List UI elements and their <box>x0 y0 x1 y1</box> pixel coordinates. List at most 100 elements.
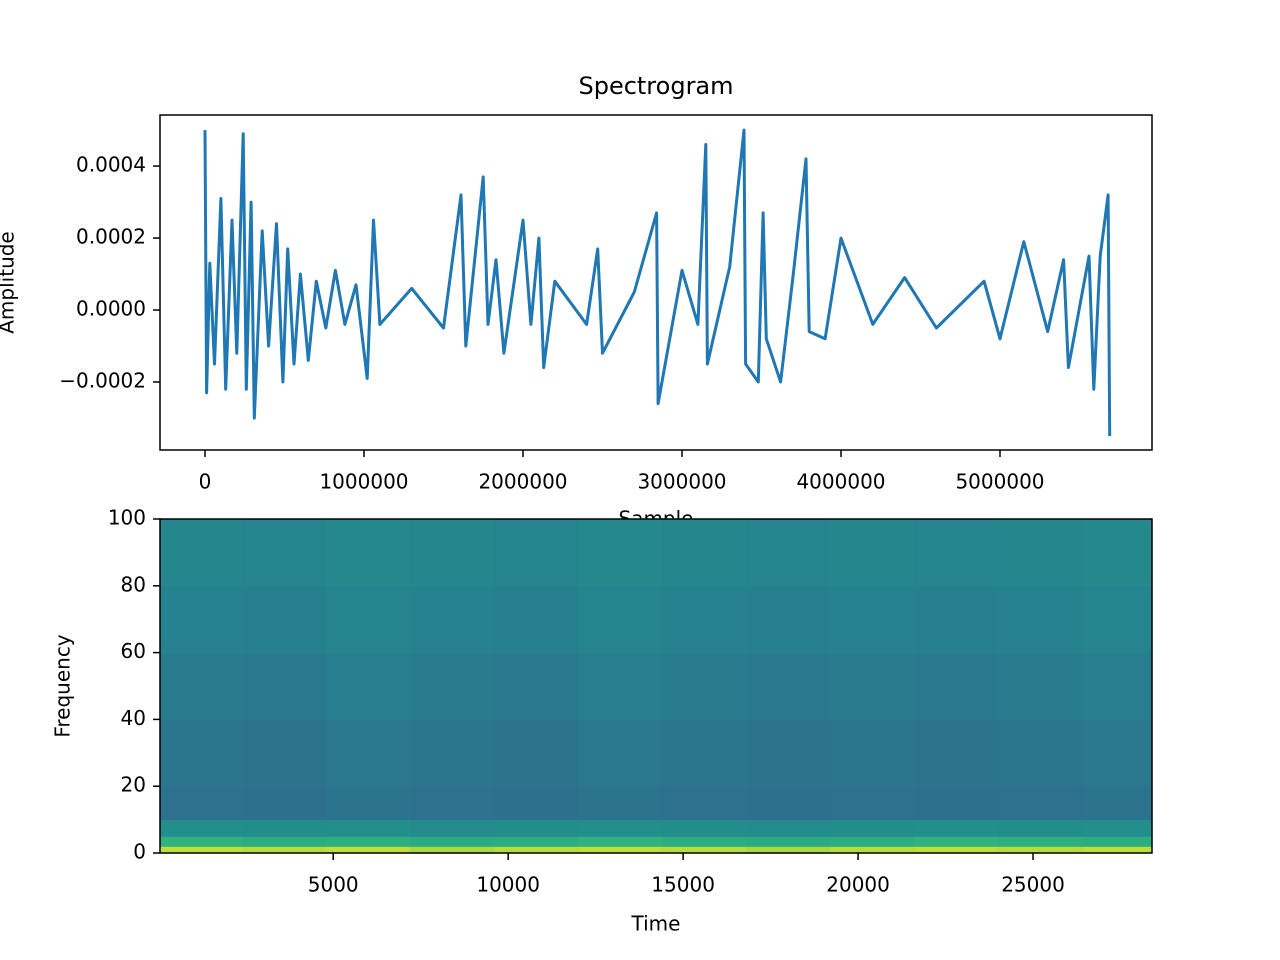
heatmap-cell <box>998 519 1083 587</box>
heatmap-cell <box>410 819 495 837</box>
heatmap-cell <box>494 585 579 654</box>
y-tick-label: 60 <box>121 639 146 663</box>
y-tick-label: 80 <box>121 572 146 596</box>
heatmap-cell <box>746 585 831 654</box>
axes-frame <box>159 114 1153 451</box>
heatmap-cell <box>1082 836 1153 847</box>
heatmap-cell <box>746 519 831 587</box>
chart-title: Spectrogram <box>578 72 733 100</box>
heatmap-cell <box>746 786 831 821</box>
x-tick-label: 1000000 <box>319 470 408 494</box>
heatmap-cell <box>830 786 915 821</box>
heatmap-cell <box>998 846 1083 854</box>
x-tick-label: 3000000 <box>637 470 726 494</box>
heatmap-cell <box>914 719 999 787</box>
x-tick-label: 10000 <box>476 873 540 897</box>
heatmap-cell <box>326 519 411 587</box>
heatmap-cell <box>494 519 579 587</box>
heatmap-cell <box>662 786 747 821</box>
y-tick-label: 40 <box>121 706 146 730</box>
heatmap-cell <box>1082 786 1153 821</box>
y-tick-label: −0.0002 <box>59 368 146 392</box>
x-tick-label: 25000 <box>1001 873 1065 897</box>
x-tick-label: 2000000 <box>478 470 567 494</box>
heatmap-cell <box>746 719 831 787</box>
heatmap-cell <box>578 585 663 654</box>
heatmap-cell <box>998 585 1083 654</box>
waveform-line <box>203 128 1112 437</box>
heatmap-cell <box>160 819 243 837</box>
heatmap-cell <box>410 846 495 854</box>
heatmap-cell <box>578 519 663 587</box>
heatmap-cell <box>410 719 495 787</box>
heatmap-cell <box>242 819 327 837</box>
heatmap-cell <box>662 836 747 847</box>
y-axis-label: Amplitude <box>0 231 19 334</box>
heatmap-cell <box>326 652 411 720</box>
heatmap-cell <box>242 585 327 654</box>
heatmap-cell <box>410 519 495 587</box>
heatmap-cell <box>830 836 915 847</box>
heatmap-cell <box>830 519 915 587</box>
y-tick-label: 0.0000 <box>76 297 146 321</box>
heatmap-cell <box>242 786 327 821</box>
heatmap-cell <box>242 652 327 720</box>
heatmap-cell <box>998 819 1083 837</box>
heatmap-cell <box>746 836 831 847</box>
heatmap-cell <box>662 819 747 837</box>
y-tick-label: 0.0002 <box>76 225 146 249</box>
heatmap-cell <box>830 819 915 837</box>
heatmap-cell <box>914 836 999 847</box>
y-tick-label: 0.0004 <box>76 153 146 177</box>
heatmap-cell <box>410 652 495 720</box>
heatmap-cell <box>494 846 579 854</box>
heatmap-cell <box>914 519 999 587</box>
heatmap-cell <box>160 585 243 654</box>
heatmap-cell <box>998 786 1083 821</box>
heatmap-cell <box>1082 652 1153 720</box>
heatmap-cell <box>410 836 495 847</box>
heatmap-cell <box>662 719 747 787</box>
heatmap-cell <box>662 585 747 654</box>
x-tick-label: 0 <box>199 470 212 494</box>
heatmap-cell <box>410 786 495 821</box>
heatmap-cell <box>326 786 411 821</box>
heatmap-cell <box>494 652 579 720</box>
heatmap-cell <box>830 846 915 854</box>
y-tick-label: 20 <box>121 773 146 797</box>
y-axis-label: Frequency <box>51 634 75 737</box>
heatmap-cell <box>326 585 411 654</box>
heatmap-cell <box>998 719 1083 787</box>
heatmap-cell <box>578 836 663 847</box>
heatmap-cell <box>662 519 747 587</box>
heatmap-cell <box>746 819 831 837</box>
heatmap-cell <box>326 836 411 847</box>
x-tick-label: 4000000 <box>796 470 885 494</box>
heatmap-cell <box>1082 519 1153 587</box>
heatmap-cell <box>326 719 411 787</box>
heatmap-cell <box>326 819 411 837</box>
heatmap-cell <box>160 519 243 587</box>
heatmap-cell <box>914 585 999 654</box>
heatmap-cell <box>494 786 579 821</box>
heatmap-cell <box>914 652 999 720</box>
heatmap-cell <box>494 836 579 847</box>
y-tick-label: 100 <box>108 506 146 530</box>
heatmap-cell <box>578 786 663 821</box>
heatmap-cell <box>242 719 327 787</box>
heatmap-cell <box>578 819 663 837</box>
x-tick-label: 20000 <box>826 873 890 897</box>
heatmap-cell <box>494 719 579 787</box>
heatmap-cell <box>494 819 579 837</box>
x-axis-label: Time <box>631 912 681 936</box>
heatmap-cell <box>662 652 747 720</box>
heatmap-cell <box>242 836 327 847</box>
heatmap-cell <box>914 786 999 821</box>
heatmap-cell <box>160 836 243 847</box>
heatmap-cell <box>160 846 243 854</box>
heatmap-cell <box>830 585 915 654</box>
heatmap-cell <box>746 846 831 854</box>
heatmap-cell <box>998 836 1083 847</box>
heatmap-cell <box>578 846 663 854</box>
heatmap-cell <box>242 846 327 854</box>
